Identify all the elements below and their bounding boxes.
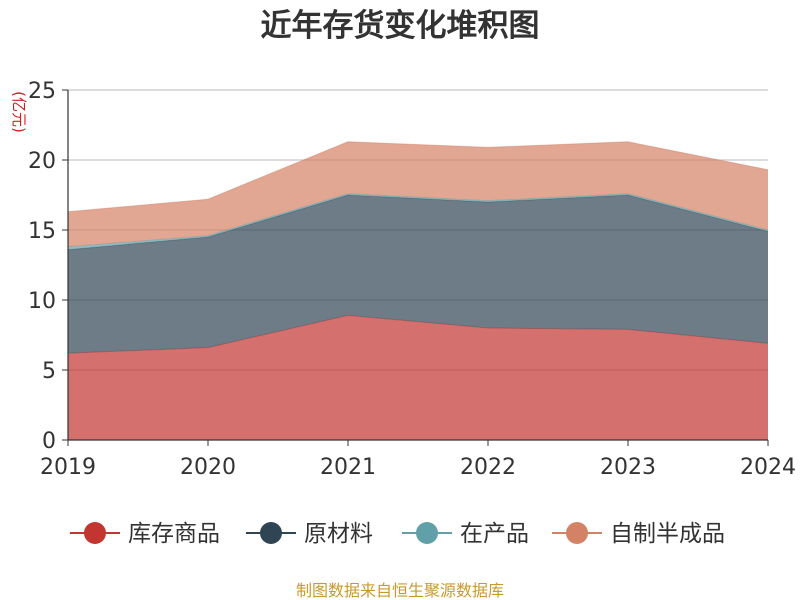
area-series-0 <box>68 315 768 440</box>
legend-item-3: 自制半成品 <box>552 521 725 547</box>
x-tick-label: 2024 <box>740 455 796 480</box>
area-series-1 <box>68 195 768 354</box>
y-tick-label: 25 <box>28 79 56 104</box>
legend: 库存商品 原材料 在产品 自制半成品 <box>70 521 725 547</box>
axes: 0 5 10 15 20 25 2019 2020 2021 2022 2023 2024 <box>28 79 796 480</box>
x-tick-label: 2022 <box>460 455 516 480</box>
chart-title: 近年存货变化堆积图 <box>261 8 540 44</box>
source-note: 制图数据来自恒生聚源数据库 <box>296 581 504 600</box>
legend-marker <box>260 522 282 544</box>
x-tick-label: 2019 <box>40 455 96 480</box>
series-areas <box>67 141 769 440</box>
y-tick-label: 5 <box>42 359 56 384</box>
legend-item-1: 原材料 <box>246 521 373 547</box>
y-tick-label: 10 <box>28 289 56 314</box>
x-tick-label: 2021 <box>320 455 376 480</box>
legend-marker <box>416 522 438 544</box>
y-tick-label: 20 <box>28 149 56 174</box>
legend-marker <box>566 522 588 544</box>
legend-item-0: 库存商品 <box>70 521 220 547</box>
legend-item-2: 在产品 <box>402 521 529 547</box>
legend-label: 在产品 <box>460 521 529 547</box>
y-tick-label: 0 <box>42 429 56 454</box>
legend-label: 库存商品 <box>128 521 220 547</box>
x-tick-label: 2020 <box>180 455 236 480</box>
legend-label: 原材料 <box>304 521 373 547</box>
y-axis-label: (亿元) <box>10 91 28 133</box>
legend-marker <box>84 522 106 544</box>
legend-label: 自制半成品 <box>610 521 725 547</box>
area-series-3 <box>68 141 768 247</box>
y-tick-label: 15 <box>28 219 56 244</box>
x-tick-label: 2023 <box>600 455 656 480</box>
area-series-line-3 <box>67 141 769 213</box>
